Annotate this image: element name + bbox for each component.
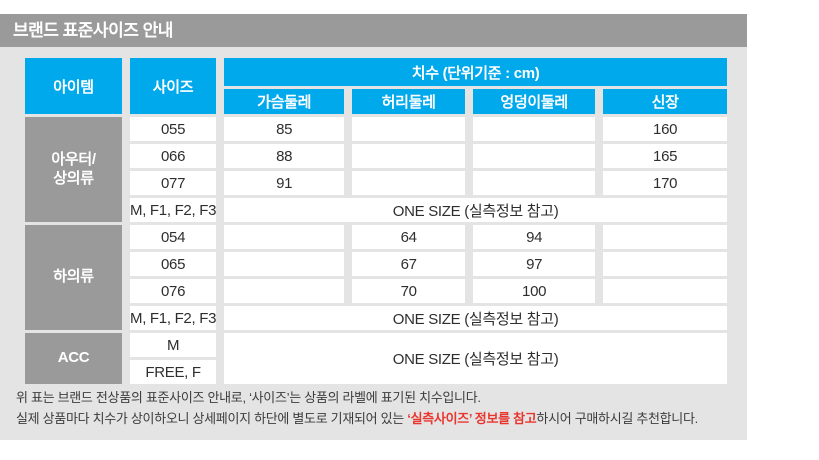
footer-note-highlight: ‘실측사이즈’ 정보를 참고 bbox=[407, 411, 537, 426]
size-cell: 055 bbox=[130, 117, 217, 141]
measure-cell: 94 bbox=[473, 225, 596, 249]
measure-cell: 97 bbox=[473, 252, 596, 276]
measure-cell bbox=[473, 144, 596, 168]
item-header-outer-tops: 아우터/ 상의류 bbox=[25, 117, 122, 222]
item-label-line: 아우터/ bbox=[51, 150, 96, 168]
measure-cell: 64 bbox=[352, 225, 466, 249]
table-row: M, F1, F2, F3 ONE SIZE (실측정보 참고) bbox=[25, 306, 728, 330]
measure-cell bbox=[224, 279, 345, 303]
header-row-measures: 가슴둘레 허리둘레 엉덩이둘레 신장 bbox=[25, 89, 728, 114]
col-header-waist: 허리둘레 bbox=[352, 89, 466, 114]
measure-cell: 88 bbox=[224, 144, 345, 168]
measure-cell: 91 bbox=[224, 171, 345, 195]
footer-note-line1: 위 표는 브랜드 전상품의 표준사이즈 안내로, ‘사이즈’는 상품의 라벨에 … bbox=[16, 390, 481, 405]
measure-cell: 160 bbox=[603, 117, 728, 141]
item-header-acc: ACC bbox=[25, 333, 122, 384]
col-header-height: 신장 bbox=[603, 89, 728, 114]
measure-cell: 85 bbox=[224, 117, 345, 141]
one-size-cell: ONE SIZE (실측정보 참고) bbox=[224, 306, 728, 330]
size-cell: M, F1, F2, F3 bbox=[130, 306, 217, 330]
table-row: 066 88 165 bbox=[25, 144, 728, 168]
measure-cell bbox=[352, 117, 466, 141]
item-label-line: ACC bbox=[57, 349, 90, 367]
col-header-chest: 가슴둘레 bbox=[224, 89, 345, 114]
measure-cell: 100 bbox=[473, 279, 596, 303]
footer-note-line2-suffix: 하시어 구매하시길 추천합니다. bbox=[536, 411, 698, 426]
size-cell: 066 bbox=[130, 144, 217, 168]
size-cell: FREE, F bbox=[130, 360, 217, 384]
size-cell: M bbox=[130, 333, 217, 357]
size-cell: 054 bbox=[130, 225, 217, 249]
header-row-group: 아이템 사이즈 치수 (단위기준 : cm) bbox=[25, 58, 728, 114]
page-title: 브랜드 표준사이즈 안내 bbox=[0, 14, 747, 47]
col-header-size: 사이즈 bbox=[130, 58, 217, 114]
footer-notes: 위 표는 브랜드 전상품의 표준사이즈 안내로, ‘사이즈’는 상품의 라벨에 … bbox=[16, 387, 736, 429]
one-size-cell: ONE SIZE (실측정보 참고) bbox=[224, 198, 728, 222]
measure-cell bbox=[603, 252, 728, 276]
footer-note-line2: 실제 상품마다 치수가 상이하오니 상세페이지 하단에 별도로 기재되어 있는 … bbox=[16, 408, 736, 429]
size-cell: 077 bbox=[130, 171, 217, 195]
col-header-hip: 엉덩이둘레 bbox=[473, 89, 596, 114]
col-header-item: 아이템 bbox=[25, 58, 122, 114]
measure-cell bbox=[352, 144, 466, 168]
measure-cell bbox=[224, 252, 345, 276]
measure-cell: 170 bbox=[603, 171, 728, 195]
measure-cell bbox=[473, 171, 596, 195]
table-row: 076 70 100 bbox=[25, 279, 728, 303]
measure-cell: 165 bbox=[603, 144, 728, 168]
measure-cell: 70 bbox=[352, 279, 466, 303]
item-header-bottoms: 하의류 bbox=[25, 225, 122, 330]
table-row: 아우터/ 상의류 055 85 160 bbox=[25, 117, 728, 222]
col-header-measure-group: 치수 (단위기준 : cm) bbox=[224, 58, 728, 86]
one-size-cell: ONE SIZE (실측정보 참고) bbox=[224, 333, 728, 384]
size-cell: M, F1, F2, F3 bbox=[130, 198, 217, 222]
table-row: 하의류 054 64 94 bbox=[25, 225, 728, 330]
item-label-line: 하의류 bbox=[53, 268, 94, 286]
size-cell: 065 bbox=[130, 252, 217, 276]
measure-cell bbox=[603, 279, 728, 303]
table-row: FREE, F bbox=[25, 360, 727, 384]
measure-cell bbox=[603, 225, 728, 249]
table-row: M, F1, F2, F3 ONE SIZE (실측정보 참고) bbox=[25, 198, 728, 222]
table-row: 065 67 97 bbox=[25, 252, 728, 276]
measure-cell bbox=[473, 117, 596, 141]
measure-cell bbox=[224, 225, 345, 249]
size-table: 아이템 사이즈 치수 (단위기준 : cm) 가슴둘레 허리둘레 엉덩이둘레 신… bbox=[17, 55, 735, 387]
measure-cell: 67 bbox=[352, 252, 466, 276]
table-row: ACC M ONE SIZE (실측정보 참고) bbox=[25, 333, 728, 384]
footer-note-line2-prefix: 실제 상품마다 치수가 상이하오니 상세페이지 하단에 별도로 기재되어 있는 bbox=[16, 411, 408, 426]
table-row: 077 91 170 bbox=[25, 171, 728, 195]
measure-cell bbox=[352, 171, 466, 195]
item-label-line: 상의류 bbox=[53, 169, 94, 187]
size-cell: 076 bbox=[130, 279, 217, 303]
